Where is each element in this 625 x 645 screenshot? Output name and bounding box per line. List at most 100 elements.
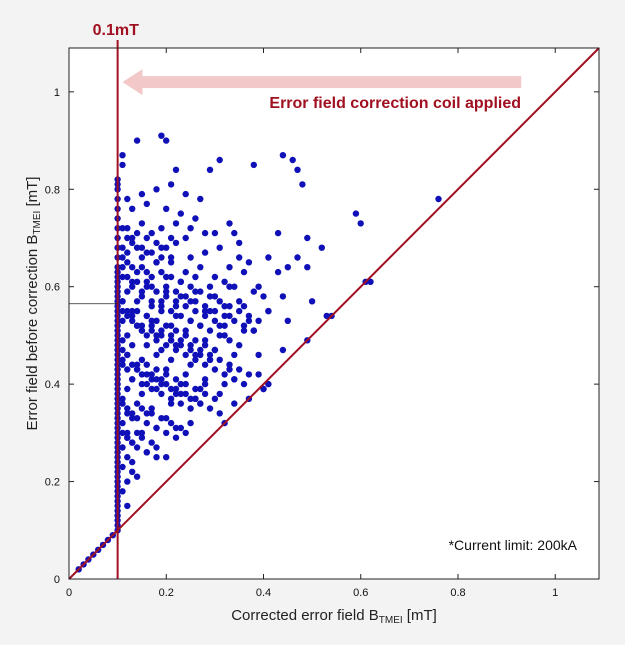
data-point: [187, 225, 194, 232]
y-tick-label: 0.6: [45, 282, 60, 294]
data-point: [172, 239, 180, 247]
data-point: [167, 385, 175, 393]
data-point: [201, 307, 209, 315]
y-axis-title-unit: [mT]: [24, 177, 41, 211]
data-point: [153, 454, 160, 461]
data-point: [138, 380, 146, 388]
data-point: [216, 332, 223, 339]
data-point: [124, 307, 131, 315]
x-tick-label: 0: [66, 587, 72, 599]
data-point: [124, 434, 131, 441]
data-point: [226, 220, 233, 227]
data-point: [211, 317, 219, 324]
data-point: [148, 327, 155, 334]
data-point: [221, 312, 228, 320]
data-point: [148, 322, 155, 329]
x-tick-label: 0.4: [256, 587, 271, 599]
data-point: [124, 195, 131, 203]
data-point: [153, 337, 160, 344]
data-point: [211, 293, 219, 300]
data-point: [177, 337, 184, 344]
data-point: [245, 371, 253, 378]
data-point: [129, 342, 136, 349]
data-point: [148, 405, 155, 412]
data-point: [221, 380, 228, 388]
data-point: [167, 332, 175, 339]
data-point: [163, 415, 170, 422]
data-point: [221, 303, 228, 310]
data-point: [201, 303, 209, 310]
data-point: [240, 268, 248, 276]
data-point: [133, 322, 141, 329]
data-point: [158, 376, 165, 383]
data-point: [167, 395, 175, 402]
data-point: [236, 298, 243, 305]
data-point: [133, 278, 141, 285]
data-point: [167, 400, 175, 407]
data-point: [265, 380, 272, 388]
data-point: [148, 229, 155, 237]
data-point: [129, 264, 136, 271]
data-point: [367, 278, 374, 285]
data-point: [435, 195, 442, 203]
data-point: [143, 278, 150, 285]
data-point: [167, 337, 175, 344]
x-tick-label: 0.2: [159, 587, 174, 599]
data-point: [148, 371, 155, 378]
data-point: [177, 293, 184, 300]
data-point: [148, 317, 155, 324]
x-tick-label: 0.6: [353, 587, 368, 599]
data-point: [260, 385, 267, 393]
data-point: [177, 400, 184, 407]
data-point: [167, 254, 175, 261]
data-point: [143, 234, 150, 242]
data-point: [231, 283, 238, 290]
x-axis: 0 0.2 0.4 0.6 0.8 1: [66, 48, 558, 599]
data-point: [236, 342, 243, 349]
data-point: [138, 390, 146, 398]
data-point: [236, 254, 243, 261]
data-point: [124, 429, 131, 437]
data-point: [284, 317, 291, 324]
data-point: [148, 439, 155, 446]
data-point: [133, 444, 141, 451]
data-point: [119, 307, 126, 315]
data-point: [163, 454, 170, 461]
data-point: [206, 283, 214, 290]
data-point: [158, 307, 165, 315]
data-point: [177, 312, 184, 320]
threshold-label: 0.1mT: [93, 22, 139, 39]
data-point: [133, 366, 141, 373]
data-point: [304, 264, 311, 271]
data-point: [265, 307, 272, 315]
data-point: [260, 293, 267, 300]
data-point: [182, 293, 189, 300]
data-point: [192, 215, 199, 222]
data-point: [197, 385, 204, 393]
data-point: [129, 468, 136, 475]
data-point: [182, 327, 189, 334]
data-point: [299, 181, 306, 188]
data-point: [124, 410, 131, 417]
data-point: [172, 385, 180, 393]
data-point: [158, 390, 165, 398]
data-point: [250, 161, 257, 169]
data-point: [124, 332, 131, 339]
data-point: [177, 278, 184, 285]
data-point: [158, 132, 165, 139]
data-point: [143, 268, 150, 276]
data-point: [133, 400, 141, 407]
arrow-label: Error field correction coil applied: [269, 95, 521, 112]
data-point: [148, 376, 155, 383]
data-point: [163, 342, 170, 349]
data-point: [201, 376, 209, 383]
data-point: [163, 429, 170, 437]
data-point: [201, 380, 209, 388]
data-point: [206, 405, 214, 412]
data-point: [294, 166, 301, 173]
data-point: [177, 390, 184, 398]
data-point: [236, 307, 243, 315]
data-point: [304, 234, 311, 242]
data-point: [148, 298, 155, 305]
data-point: [172, 312, 180, 320]
